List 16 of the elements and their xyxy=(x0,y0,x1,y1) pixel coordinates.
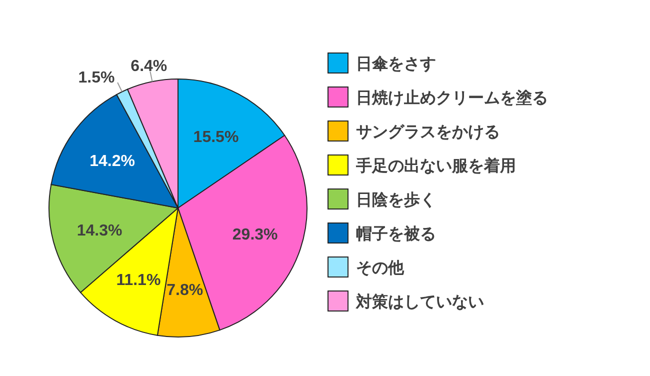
data-label: 6.4% xyxy=(130,58,168,76)
data-label: 15.5% xyxy=(193,129,239,146)
legend-label: サングラスをかける xyxy=(356,124,500,141)
legend-label: 帽子を被る xyxy=(356,225,436,243)
legend-label: 手足の出ない服を着用 xyxy=(355,156,516,175)
data-label: 11.1% xyxy=(116,272,161,289)
data-label: 14.3% xyxy=(76,222,122,240)
data-label: 14.2% xyxy=(90,153,135,170)
data-label: 1.5% xyxy=(78,70,115,87)
legend-label: 対策はしていない xyxy=(355,292,484,311)
legend-label: 日傘をさす xyxy=(356,55,436,73)
data-label: 29.3% xyxy=(232,226,278,244)
data-label: 7.8% xyxy=(166,282,204,299)
legend-label: その他 xyxy=(356,259,405,277)
legend-label: 日陰を歩く xyxy=(356,191,436,209)
legend-label: 日焼け止めクリームを塗る xyxy=(356,89,548,107)
